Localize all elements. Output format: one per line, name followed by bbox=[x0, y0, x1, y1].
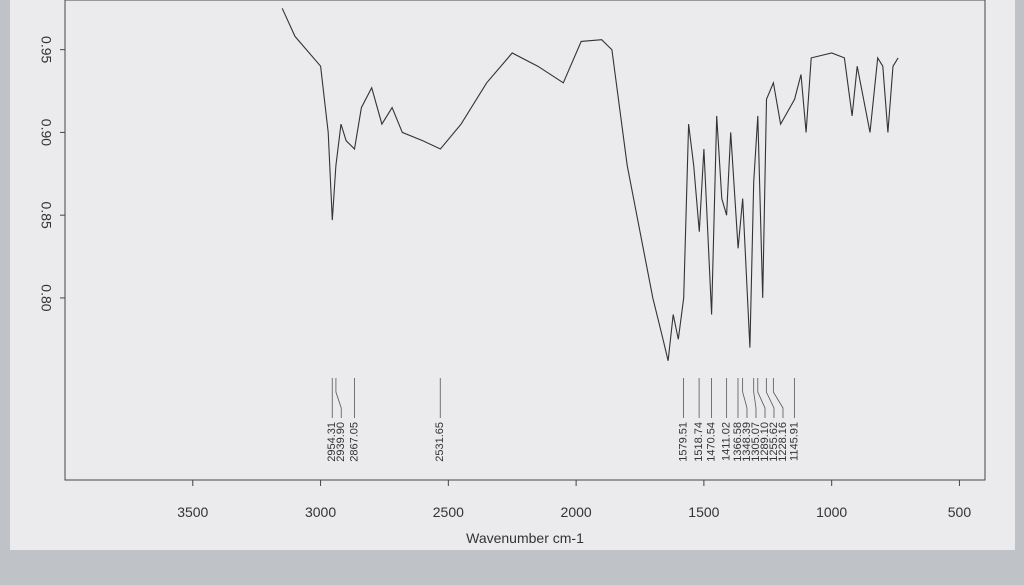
x-axis-label: Wavenumber cm-1 bbox=[466, 530, 584, 546]
spectrum-line bbox=[281, 8, 899, 361]
x-tick-label: 500 bbox=[948, 504, 972, 520]
x-tick-label: 1500 bbox=[688, 504, 719, 520]
peak-label: 2531.65 bbox=[434, 422, 446, 462]
peak-label: 1411.02 bbox=[721, 422, 733, 461]
peak-label: 1518.74 bbox=[693, 422, 705, 462]
peak-label: 1145.91 bbox=[788, 422, 800, 461]
peak-marker bbox=[772, 378, 784, 418]
peak-label: 1228.16 bbox=[777, 422, 789, 462]
plot-frame bbox=[64, 0, 986, 481]
paper bbox=[10, 0, 1015, 550]
peak-marker bbox=[335, 378, 342, 418]
peak-label: 1348.39 bbox=[741, 422, 753, 462]
x-tick-label: 2000 bbox=[561, 504, 592, 520]
peak-marker bbox=[742, 378, 748, 418]
x-tick-label: 3000 bbox=[305, 504, 336, 520]
x-tick-label: 1000 bbox=[816, 504, 847, 520]
y-tick-label: 0.90 bbox=[38, 119, 54, 146]
peak-label: 2939.90 bbox=[335, 422, 347, 462]
y-tick-label: 0.95 bbox=[38, 36, 54, 63]
peak-label: 1366.58 bbox=[732, 422, 744, 462]
peak-label: 1255.62 bbox=[768, 422, 780, 462]
peak-marker bbox=[757, 378, 766, 418]
peak-marker bbox=[765, 378, 775, 418]
peak-label: 2954.31 bbox=[326, 422, 338, 462]
peak-label: 1579.51 bbox=[677, 422, 689, 462]
peak-label: 1305.07 bbox=[750, 422, 762, 462]
peak-marker bbox=[753, 378, 757, 418]
peak-label: 1470.54 bbox=[705, 422, 717, 462]
x-tick-label: 3500 bbox=[177, 504, 208, 520]
peak-label: 1289.10 bbox=[759, 422, 771, 462]
y-tick-label: 0.85 bbox=[38, 202, 54, 229]
x-tick-label: 2500 bbox=[433, 504, 464, 520]
peak-label: 2867.05 bbox=[348, 422, 360, 462]
y-tick-label: 0.80 bbox=[38, 284, 54, 311]
